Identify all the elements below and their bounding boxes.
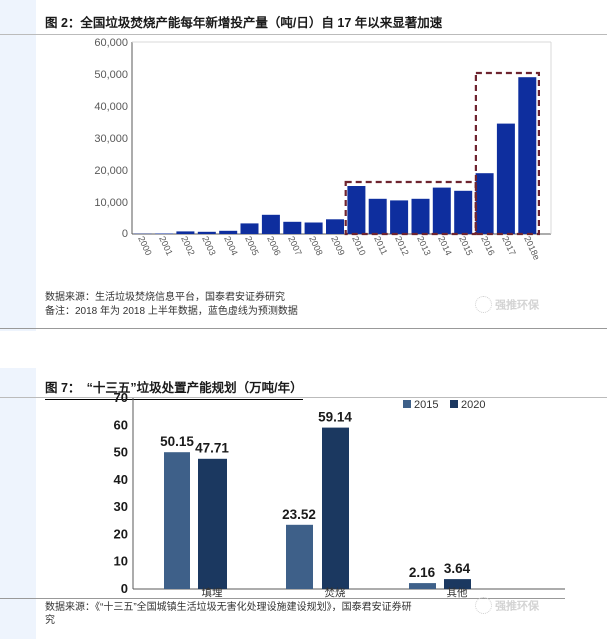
- svg-text:2001: 2001: [157, 235, 175, 257]
- svg-text:50: 50: [114, 445, 128, 460]
- svg-text:23.52: 23.52: [282, 507, 316, 522]
- svg-text:2012: 2012: [393, 235, 411, 257]
- svg-text:2.16: 2.16: [409, 565, 436, 580]
- svg-text:70: 70: [114, 390, 128, 405]
- svg-text:59.14: 59.14: [318, 410, 352, 425]
- svg-text:20,000: 20,000: [94, 165, 128, 177]
- svg-text:47.71: 47.71: [195, 441, 229, 456]
- svg-text:2013: 2013: [415, 235, 433, 257]
- svg-text:2003: 2003: [200, 235, 218, 257]
- svg-text:2016: 2016: [479, 235, 497, 257]
- svg-text:50.15: 50.15: [160, 434, 194, 449]
- svg-text:30,000: 30,000: [94, 133, 128, 145]
- svg-text:2015: 2015: [457, 235, 475, 257]
- svg-text:60: 60: [114, 417, 128, 432]
- svg-text:3.64: 3.64: [444, 561, 471, 576]
- svg-text:10: 10: [114, 554, 128, 569]
- svg-text:2010: 2010: [350, 235, 368, 257]
- svg-text:2007: 2007: [286, 235, 304, 257]
- svg-text:2011: 2011: [372, 235, 389, 257]
- svg-text:2004: 2004: [222, 235, 240, 257]
- svg-text:2015: 2015: [414, 399, 438, 411]
- svg-text:2008: 2008: [307, 235, 325, 257]
- svg-text:40,000: 40,000: [94, 101, 128, 113]
- svg-text:10,000: 10,000: [94, 197, 128, 209]
- svg-text:2014: 2014: [436, 235, 454, 257]
- svg-text:2000: 2000: [136, 235, 154, 257]
- svg-text:60,000: 60,000: [94, 37, 128, 49]
- svg-text:2017: 2017: [500, 235, 518, 257]
- svg-text:2020: 2020: [461, 399, 485, 411]
- svg-text:2002: 2002: [179, 235, 197, 257]
- svg-text:2009: 2009: [329, 235, 347, 257]
- svg-text:2018e: 2018e: [522, 235, 542, 262]
- svg-text:0: 0: [121, 581, 128, 596]
- svg-text:0: 0: [122, 228, 128, 240]
- svg-text:40: 40: [114, 472, 128, 487]
- svg-text:2006: 2006: [265, 235, 283, 257]
- svg-text:2005: 2005: [243, 235, 261, 257]
- svg-text:20: 20: [114, 526, 128, 541]
- svg-text:30: 30: [114, 499, 128, 514]
- svg-text:50,000: 50,000: [94, 69, 128, 81]
